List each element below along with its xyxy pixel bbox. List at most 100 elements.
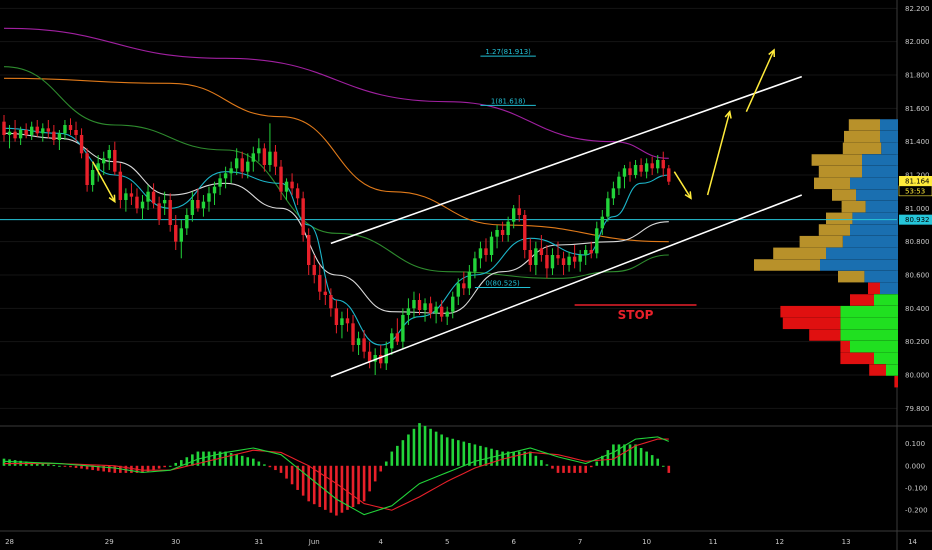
macd-histogram-bar bbox=[13, 460, 17, 466]
candle bbox=[367, 341, 372, 369]
candle-body bbox=[656, 160, 660, 169]
candle-body bbox=[528, 250, 532, 265]
candle bbox=[185, 208, 189, 235]
arrow-head bbox=[724, 110, 732, 119]
time-axis-tick: 28 bbox=[5, 538, 14, 546]
candle-body bbox=[107, 150, 111, 159]
time-axis-tick: 29 bbox=[105, 538, 114, 546]
macd-histogram-bar bbox=[468, 443, 471, 466]
candle bbox=[456, 278, 460, 305]
candle-body bbox=[268, 151, 272, 165]
candle-body bbox=[135, 196, 139, 209]
candle-body bbox=[229, 168, 233, 174]
macd-histogram-bar bbox=[567, 465, 571, 473]
candle bbox=[113, 141, 117, 175]
candle bbox=[307, 228, 311, 275]
volume-profile-bar bbox=[840, 340, 850, 353]
candle bbox=[362, 330, 366, 359]
candle bbox=[229, 161, 233, 184]
macd-histogram-bar bbox=[440, 434, 443, 466]
volume-profile-bar bbox=[865, 200, 898, 213]
macd-histogram-bar bbox=[2, 458, 6, 466]
price-axis-tick: 80.200 bbox=[905, 338, 930, 346]
macd-histogram-bar bbox=[163, 465, 166, 468]
candle-body bbox=[578, 255, 582, 262]
candle-body bbox=[118, 171, 123, 200]
candle bbox=[68, 118, 73, 135]
candle-body bbox=[390, 333, 394, 349]
candle-body bbox=[572, 256, 577, 262]
candle-body bbox=[545, 255, 549, 269]
candle-body bbox=[600, 216, 605, 229]
candle bbox=[234, 148, 239, 175]
candle bbox=[451, 291, 455, 319]
candle bbox=[329, 288, 333, 317]
macd-axis-tick: -0.200 bbox=[905, 507, 928, 515]
candle bbox=[262, 143, 267, 172]
candle bbox=[140, 195, 145, 220]
arrow-head bbox=[768, 48, 776, 58]
arrow-head bbox=[684, 191, 692, 200]
time-axis-tick: 14 bbox=[908, 538, 917, 546]
candle bbox=[223, 166, 228, 189]
volume-profile-bar bbox=[841, 200, 866, 213]
candle-body bbox=[650, 163, 654, 169]
candle-body bbox=[24, 130, 28, 135]
macd-histogram-bar bbox=[645, 451, 648, 466]
candle-body bbox=[595, 228, 599, 254]
macd-histogram-bar bbox=[141, 465, 144, 473]
macd-axis-tick: 0.000 bbox=[905, 462, 925, 470]
arrow-shaft bbox=[673, 171, 692, 199]
price-tag-label: 81.164 bbox=[905, 178, 930, 186]
candle-body bbox=[124, 193, 128, 200]
volume-profile-bar bbox=[818, 165, 862, 178]
candles bbox=[2, 115, 671, 375]
candle bbox=[423, 298, 427, 322]
candle-body bbox=[168, 200, 172, 225]
candle bbox=[334, 300, 339, 334]
macd-histogram-bar bbox=[529, 451, 532, 466]
candle-body bbox=[495, 230, 499, 237]
macd-histogram-bar bbox=[257, 461, 261, 466]
candle bbox=[190, 191, 195, 222]
candle-body bbox=[35, 126, 39, 134]
macd-histogram-bar bbox=[102, 465, 106, 472]
volume-profile bbox=[754, 119, 898, 388]
fib-level-label: 1(81.618) bbox=[491, 97, 526, 105]
candle-body bbox=[234, 158, 239, 169]
candle-body bbox=[240, 158, 244, 172]
candle bbox=[218, 173, 222, 195]
candle-body bbox=[2, 121, 6, 135]
candle bbox=[484, 238, 488, 262]
candle-body bbox=[567, 256, 571, 265]
volume-profile-bar bbox=[799, 235, 843, 248]
candle-body bbox=[57, 133, 62, 140]
volume-profile-bar bbox=[832, 189, 856, 201]
volume-profile-bar bbox=[826, 247, 898, 260]
candle bbox=[617, 171, 621, 195]
candle bbox=[290, 173, 294, 195]
macd-histogram-bar bbox=[113, 465, 117, 473]
volume-profile-bar bbox=[840, 352, 874, 365]
price-axis-tick: 80.800 bbox=[905, 238, 930, 246]
candle-body bbox=[146, 191, 150, 202]
candle bbox=[79, 128, 84, 159]
volume-profile-bar bbox=[814, 177, 850, 190]
time-axis-tick: 6 bbox=[511, 538, 516, 546]
candle-body bbox=[96, 163, 100, 170]
macd-histogram-bar bbox=[540, 460, 543, 466]
candle bbox=[534, 241, 538, 275]
macd-histogram-bar bbox=[628, 444, 632, 466]
candle bbox=[2, 115, 6, 142]
volume-profile-bar bbox=[850, 177, 898, 190]
price-axis-tick: 80.400 bbox=[905, 305, 930, 313]
volume-profile-bar bbox=[850, 224, 898, 236]
candle-body bbox=[633, 165, 638, 175]
projection-arrow bbox=[745, 48, 776, 112]
candle bbox=[528, 238, 532, 272]
candle-body bbox=[13, 131, 17, 139]
macd-histogram-bar bbox=[229, 452, 233, 466]
volume-profile-bar bbox=[862, 165, 898, 178]
candle bbox=[345, 308, 350, 332]
candle-body bbox=[279, 166, 283, 192]
